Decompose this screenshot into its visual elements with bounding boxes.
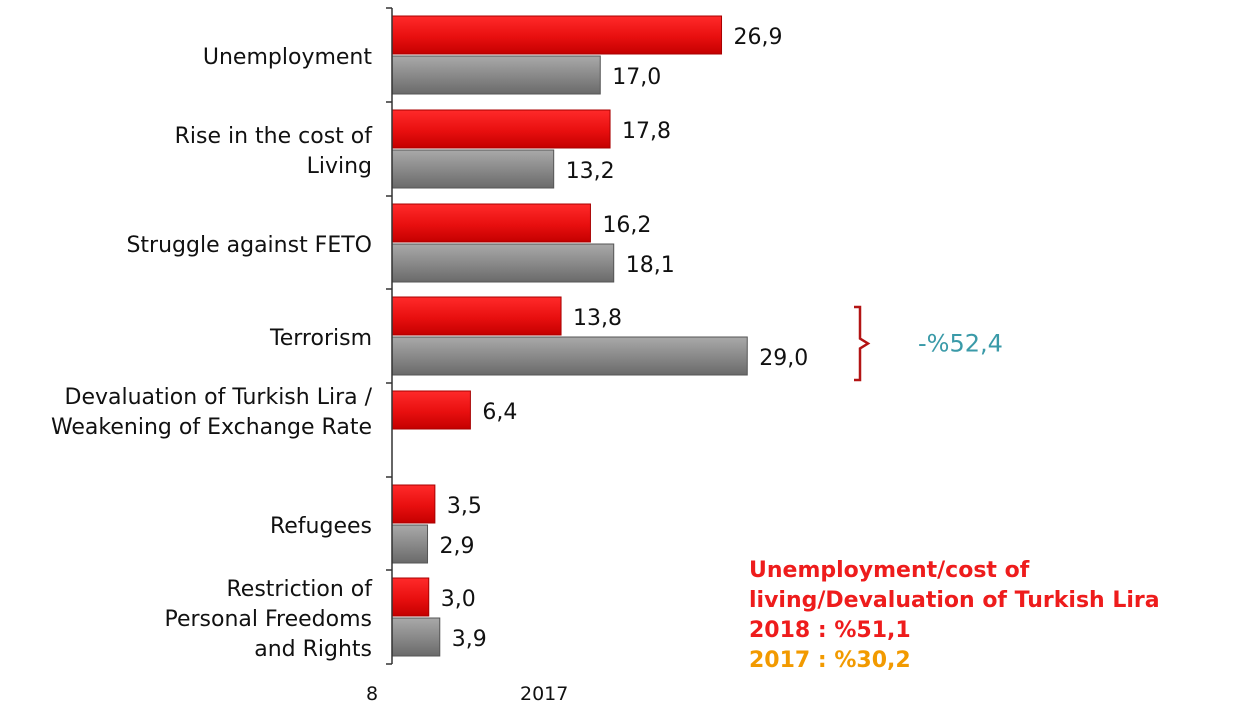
data-label-2017-unemployment: 17,0 (612, 65, 661, 90)
category-label-line: Unemployment (203, 45, 372, 70)
summary-note-2017: 2017 : %30,2 (749, 648, 911, 673)
summary-note-2018: 2018 : %51,1 (749, 618, 911, 643)
category-label-refugees: Refugees (270, 514, 372, 539)
category-label-struggle-against-feto: Struggle against FETO (126, 233, 372, 258)
bar-2017-refugees (391, 524, 429, 564)
bar-2018-struggle-against-feto (391, 203, 591, 243)
bar-2017-unemployment (391, 55, 601, 95)
data-label-2017-restriction-of-personal-freedoms-and-rights: 3,9 (452, 627, 487, 652)
category-label-terrorism: Terrorism (269, 326, 372, 351)
bar-2018-devaluation-of-turkish-lira-weakening-of-exchange-rate (391, 390, 471, 430)
data-label-2017-rise-in-the-cost-of-living: 13,2 (566, 159, 615, 184)
summary-note-line-1: Unemployment/cost of (749, 558, 1030, 583)
category-label-line: Living (307, 154, 372, 179)
data-label-2018-restriction-of-personal-freedoms-and-rights: 3,0 (441, 587, 476, 612)
bar-2017-struggle-against-feto (391, 243, 615, 283)
bar-2018-restriction-of-personal-freedoms-and-rights (391, 577, 430, 617)
data-label-2017-struggle-against-feto: 18,1 (626, 253, 675, 278)
data-label-2018-unemployment: 26,9 (734, 25, 783, 50)
data-label-2018-devaluation-of-turkish-lira-weakening-of-exchange-rate: 6,4 (482, 400, 517, 425)
data-label-2017-refugees: 2,9 (440, 534, 475, 559)
bar-2017-rise-in-the-cost-of-living (391, 149, 555, 189)
summary-note-line-2: living/Devaluation of Turkish Lira (749, 588, 1160, 613)
category-label-line: Struggle against FETO (126, 233, 372, 258)
category-label-line: Weakening of Exchange Rate (51, 415, 372, 440)
brace-annotation (854, 305, 871, 382)
category-label-line: Terrorism (269, 326, 372, 351)
data-label-2018-struggle-against-feto: 16,2 (602, 213, 651, 238)
category-label-restriction-of-personal-freedoms-and-rights: Restriction of Personal Freedoms and Right… (164, 577, 373, 662)
category-label-line: and Rights (254, 637, 372, 662)
change-annotation: -%52,4 (918, 330, 1003, 358)
data-label-2017-terrorism: 29,0 (759, 346, 808, 371)
data-label-2018-refugees: 3,5 (447, 494, 482, 519)
legend-label-2017: 2017 (520, 683, 568, 701)
category-label-line: Personal Freedoms (164, 607, 372, 632)
bar-2017-terrorism (391, 336, 748, 376)
data-label-2018-terrorism: 13,8 (573, 306, 622, 331)
summary-note: Unemployment/cost of living/Devaluation … (749, 556, 1160, 676)
bar-2018-unemployment (391, 15, 723, 55)
bar-2018-refugees (391, 484, 436, 524)
bar-2018-terrorism (391, 296, 562, 336)
category-label-line: Devaluation of Turkish Lira / (65, 385, 373, 410)
bar-2017-restriction-of-personal-freedoms-and-rights (391, 617, 441, 657)
category-label-rise-in-the-cost-of-living: Rise in the cost of Living (175, 124, 374, 179)
bar-2018-rise-in-the-cost-of-living (391, 109, 611, 149)
category-label-line: Refugees (270, 514, 372, 539)
category-label-devaluation-of-turkish-lira-weakening-of-exchange-rate: Devaluation of Turkish Lira / Weakening o… (51, 385, 373, 440)
data-label-2018-rise-in-the-cost-of-living: 17,8 (622, 119, 671, 144)
legend-fragment-2018: 8 (366, 683, 378, 701)
category-label-line: Rise in the cost of (175, 124, 374, 149)
category-label-unemployment: Unemployment (203, 45, 372, 70)
category-label-line: Restriction of (226, 577, 373, 602)
